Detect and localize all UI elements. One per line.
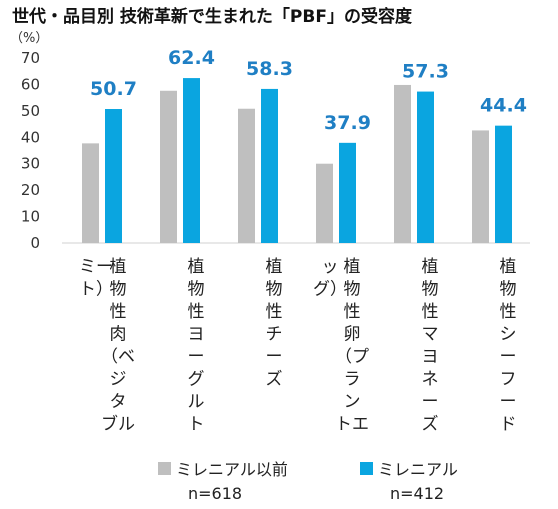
category-label-segment: 植 xyxy=(110,257,127,277)
category-label-segment: ッ xyxy=(322,257,339,277)
category-label-segment: 性 xyxy=(344,302,361,322)
category-label-segment: 肉 xyxy=(110,325,127,345)
bar-pre-millennial xyxy=(394,84,411,243)
category-label-segment: 性 xyxy=(422,302,439,322)
category-label-segment: ー xyxy=(422,392,439,412)
category-label-segment: 物 xyxy=(344,280,361,300)
y-tick-label: 20 xyxy=(21,181,40,199)
category-label-segment: ズ xyxy=(422,415,439,435)
category-label-segment: ル xyxy=(188,392,205,412)
category-label-segment: タ xyxy=(110,392,127,412)
data-label: 50.7 xyxy=(90,78,137,100)
bar-millennial xyxy=(417,91,434,243)
legend-sample-size: n=618 xyxy=(188,484,242,503)
data-label: 37.9 xyxy=(324,112,371,134)
bar-pre-millennial xyxy=(82,143,99,243)
legend-swatch xyxy=(158,462,171,475)
category-label-segment: ブル xyxy=(101,414,135,435)
category-label-segment: フ xyxy=(500,370,517,390)
category-label-segment: 植 xyxy=(500,257,517,277)
y-tick-label: 10 xyxy=(21,208,40,226)
y-tick-label: 30 xyxy=(21,155,40,173)
y-axis: 0 10 20 30 40 50 60 70 xyxy=(21,49,530,252)
data-label: 62.4 xyxy=(168,47,215,69)
category-label-segment: 性 xyxy=(500,302,517,322)
category-label-segment: トエ xyxy=(335,415,369,435)
category-label-segment: 物 xyxy=(110,280,127,300)
category-label-segment: ヨ xyxy=(188,325,205,345)
category-label-segment: 物 xyxy=(500,280,517,300)
chart-title: 世代・品目別 技術革新で生まれた「PBF」の受容度 xyxy=(12,6,413,27)
legend-label: ミレニアル以前 xyxy=(176,460,288,479)
bar-millennial xyxy=(105,109,122,243)
bar-millennial xyxy=(339,142,356,243)
category-label-segment: ー xyxy=(500,392,517,412)
category-labels: 植物性肉（ベジタブルミート）植物性ヨーグルト植物性チーズ植物性卵（プラントエッグ… xyxy=(79,257,517,435)
legend: ミレニアル以前 n=618 ミレニアル n=412 xyxy=(158,460,458,503)
category-label-segment: ト xyxy=(188,415,205,435)
category-label-segment: グ xyxy=(188,370,205,390)
y-tick-label: 40 xyxy=(21,128,40,146)
legend-sample-size: n=412 xyxy=(390,484,444,503)
data-label: 58.3 xyxy=(246,58,293,80)
category-label-segment: ー xyxy=(188,347,205,367)
category-label-segment: ン xyxy=(344,392,361,412)
y-tick-label: 60 xyxy=(21,75,40,93)
category-label-segment: ネ xyxy=(422,370,439,390)
category-label-segment: 物 xyxy=(422,280,439,300)
bar-millennial xyxy=(261,88,278,244)
data-label: 44.4 xyxy=(480,95,527,117)
category-label-segment: マ xyxy=(422,325,439,345)
bar-millennial xyxy=(183,78,200,243)
category-label-segment: ラ xyxy=(344,370,361,390)
bar-pre-millennial xyxy=(238,108,255,243)
data-labels: 50.7 62.4 58.3 37.9 57.3 44.4 xyxy=(90,47,527,134)
bar-pre-millennial xyxy=(472,130,489,243)
category-label-segment: ミー xyxy=(79,257,113,277)
category-label-segment: グ） xyxy=(313,280,347,300)
y-tick-label: 0 xyxy=(30,234,40,252)
category-label-segment: 物 xyxy=(188,280,205,300)
category-label-segment: 性 xyxy=(110,302,127,322)
category-label-segment: 植 xyxy=(266,257,283,277)
bar-pre-millennial xyxy=(160,90,177,244)
category-label-segment: 植 xyxy=(188,257,205,277)
legend-swatch xyxy=(360,462,373,475)
y-tick-label: 50 xyxy=(21,102,40,120)
category-label-segment: 性 xyxy=(266,302,283,322)
category-label-segment: ヨ xyxy=(422,347,439,367)
legend-label: ミレニアル xyxy=(378,460,458,479)
category-label-segment: シ xyxy=(500,325,517,345)
category-label-segment: ズ xyxy=(266,370,283,390)
category-label-segment: （ベ xyxy=(101,347,135,367)
bar-pre-millennial xyxy=(316,163,333,243)
category-label-segment: （プ xyxy=(335,347,369,367)
data-label: 57.3 xyxy=(402,61,449,83)
category-label-segment: 性 xyxy=(188,302,205,322)
category-label-segment: ー xyxy=(500,347,517,367)
category-label-segment: 植 xyxy=(422,257,439,277)
y-axis-unit: （%） xyxy=(10,31,48,46)
bar-millennial xyxy=(495,125,512,243)
category-label-segment: チ xyxy=(266,325,283,345)
category-label-segment: ー xyxy=(266,347,283,367)
category-label-segment: 物 xyxy=(266,280,283,300)
bars xyxy=(82,78,512,244)
category-label-segment: ジ xyxy=(110,370,127,390)
category-label-segment: ド xyxy=(500,415,517,435)
category-label-segment: ト） xyxy=(79,280,113,300)
category-label-segment: 卵 xyxy=(344,325,361,345)
category-label-segment: 植 xyxy=(344,257,361,277)
y-tick-label: 70 xyxy=(21,49,40,67)
